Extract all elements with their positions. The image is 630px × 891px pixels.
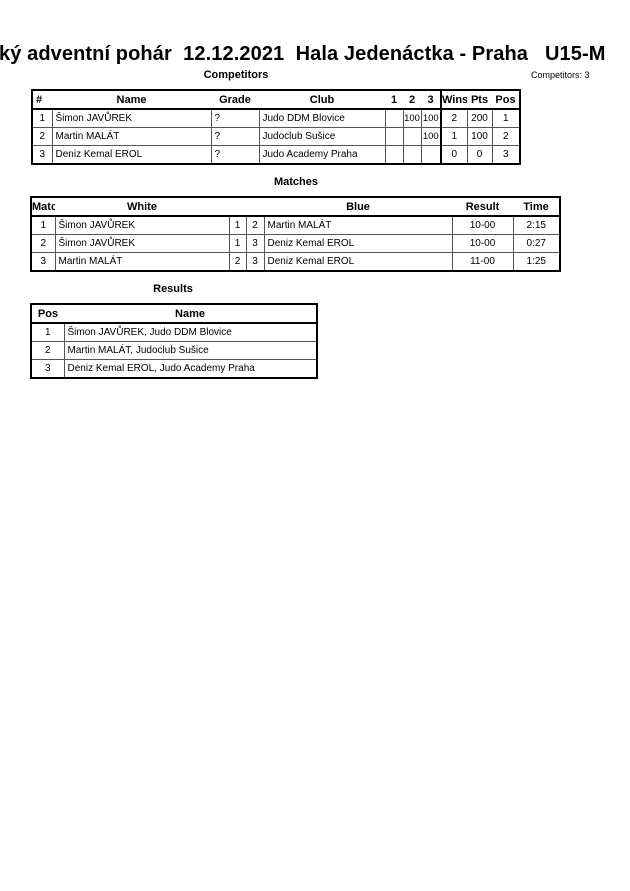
- table-cell: 3: [30, 359, 65, 379]
- table-cell: 1: [440, 127, 468, 146]
- table-cell: 3: [30, 252, 56, 272]
- table-cell: [384, 127, 404, 146]
- table-cell: 0:27: [512, 234, 561, 253]
- table-cell: 2: [245, 215, 265, 235]
- table-cell: 1: [30, 215, 56, 235]
- tournament-title: ký adventní pohár 12.12.2021 Hala Jedená…: [0, 43, 606, 65]
- table-cell: 11-00: [451, 252, 514, 272]
- table-cell: Martin MALÁT: [54, 252, 230, 272]
- table-cell: ?: [210, 127, 260, 146]
- matches-heading: Matches: [273, 176, 319, 188]
- table-cell: 1: [228, 234, 247, 253]
- table-cell: 10-00: [451, 215, 514, 235]
- table-cell: 1:25: [512, 252, 561, 272]
- table-cell: 1: [31, 108, 53, 128]
- table-cell: Judoclub Sušice: [258, 127, 386, 146]
- table-cell: Deniz Kemal EROL, Judo Academy Praha: [63, 359, 318, 379]
- table-cell: [420, 145, 442, 165]
- table-row: 2 Šimon JAVŮREK 1 3 Deniz Kemal EROL 10-00 0:2…: [30, 234, 561, 253]
- table-cell: 100: [402, 108, 422, 128]
- table-cell: Martin MALÁT: [263, 215, 453, 235]
- table-cell: 2: [491, 127, 521, 146]
- col-header: Pos: [31, 304, 64, 324]
- table-row: 3 Deniz Kemal EROL? Judo Academy Praha 0 0 3: [31, 145, 521, 165]
- table-cell: 2: [31, 127, 53, 146]
- table-row: 3 Deniz Kemal EROL, Judo Academy Praha: [30, 359, 318, 379]
- competitors-table: # Name Grade Club 1 2 3 Wins Pts Pos 1 Ši…: [31, 89, 521, 165]
- results-heading: Results: [153, 283, 193, 295]
- competitors-count: Competitors: 3: [531, 70, 590, 80]
- header-row: Pos Name: [31, 304, 317, 324]
- table-cell: ?: [210, 108, 260, 128]
- table-cell: [384, 145, 404, 165]
- table-cell: 3: [491, 145, 521, 165]
- table-cell: Martin MALÁT, Judoclub Sušice: [63, 341, 318, 360]
- table-cell: Judo Academy Praha: [258, 145, 386, 165]
- table-cell: Judo DDM Blovice: [258, 108, 386, 128]
- header-row: Match White Blue Result Time: [31, 197, 560, 217]
- table-cell: [402, 145, 422, 165]
- results-table: Pos Name 1 Šimon JAVŮREK, Judo DDM Blovic…: [30, 303, 318, 379]
- table-cell: Deniz Kemal EROL: [263, 252, 453, 272]
- col-header: White: [55, 197, 229, 217]
- col-header: Result: [452, 197, 513, 217]
- table-cell: Šimon JAVŮREK, Judo DDM Blovice: [63, 322, 318, 342]
- table-cell: 1: [228, 215, 247, 235]
- table-cell: 100: [466, 127, 493, 146]
- col-header: Pts: [467, 90, 492, 110]
- col-header: #: [32, 90, 52, 110]
- table-cell: 2: [30, 341, 65, 360]
- table-cell: 0: [440, 145, 468, 165]
- col-header: 2: [403, 90, 421, 110]
- table-row: 3 Martin MALÁT 2 3 Deniz Kemal EROL 11-00 1:25: [30, 252, 561, 272]
- table-cell: 3: [245, 234, 265, 253]
- table-cell: 1: [30, 322, 65, 342]
- table-cell: 3: [245, 252, 265, 272]
- col-header: Blue: [264, 197, 452, 217]
- col-header: Wins: [440, 90, 467, 110]
- table-row: 2 Martin MALÁT? Judoclub Sušice 100 1 100 2: [31, 127, 521, 146]
- table-cell: 3: [31, 145, 53, 165]
- table-cell: Šimon JAVŮREK: [51, 108, 212, 128]
- table-cell: [402, 127, 422, 146]
- table-cell: Šimon JAVŮREK: [54, 215, 230, 235]
- col-header: Match: [31, 197, 55, 217]
- table-cell: 200: [466, 108, 493, 128]
- table-cell: 100: [420, 108, 442, 128]
- table-cell: 0: [466, 145, 493, 165]
- competitors-heading: Competitors: [203, 69, 269, 81]
- table-cell: 100: [420, 127, 442, 146]
- table-row: 2 Martin MALÁT, Judoclub Sušice: [30, 341, 318, 360]
- table-cell: Martin MALÁT: [51, 127, 212, 146]
- table-cell: ?: [210, 145, 260, 165]
- table-cell: [384, 108, 404, 128]
- col-header: [229, 197, 246, 217]
- table-row: 1 Šimon JAVŮREK 1 2 Martin MALÁT 10-00 2:15: [30, 215, 561, 235]
- col-header: Name: [64, 304, 317, 324]
- col-header: Club: [259, 90, 385, 110]
- col-header: Grade: [211, 90, 259, 110]
- table-row: 1 Šimon JAVŮREK, Judo DDM Blovice: [30, 322, 318, 342]
- table-row: 1 Šimon JAVŮREK? Judo DDM Blovice 100 100 2 20…: [31, 108, 521, 128]
- col-header: Name: [52, 90, 211, 110]
- header-row: # Name Grade Club 1 2 3 Wins Pts Pos: [32, 90, 520, 110]
- table-cell: 1: [491, 108, 521, 128]
- table-cell: 2: [228, 252, 247, 272]
- table-cell: 10-00: [451, 234, 514, 253]
- table-cell: 2: [30, 234, 56, 253]
- col-header: 3: [421, 90, 441, 110]
- col-header: 1: [385, 90, 403, 110]
- col-header: Pos: [492, 90, 520, 110]
- col-header: Time: [513, 197, 560, 217]
- table-cell: 2:15: [512, 215, 561, 235]
- table-cell: 2: [440, 108, 468, 128]
- col-header: [246, 197, 264, 217]
- table-cell: Deniz Kemal EROL: [263, 234, 453, 253]
- table-cell: Deniz Kemal EROL: [51, 145, 212, 165]
- table-cell: Šimon JAVŮREK: [54, 234, 230, 253]
